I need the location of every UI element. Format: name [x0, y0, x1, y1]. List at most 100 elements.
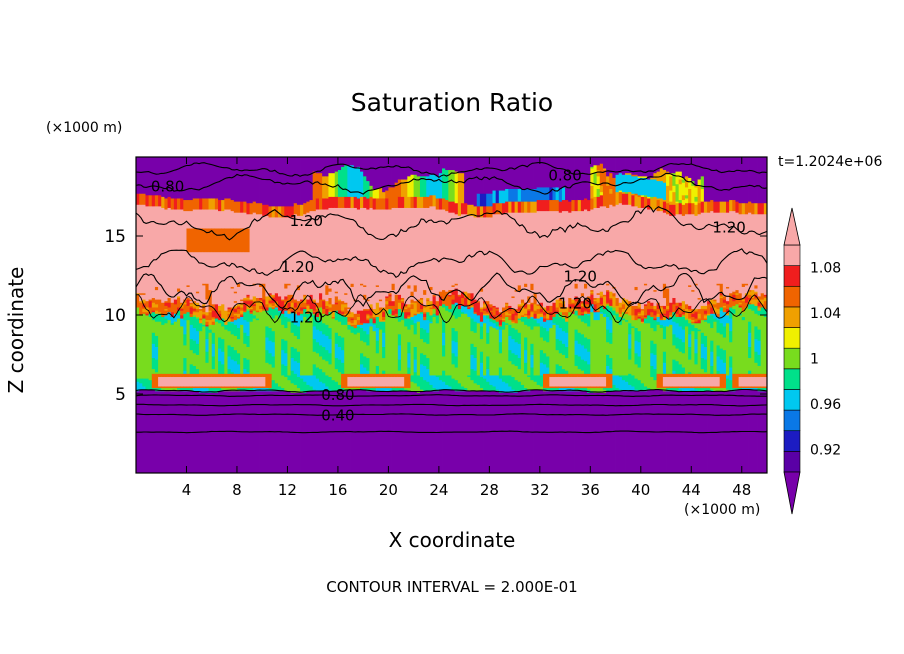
field-cell	[748, 357, 752, 371]
field-cell	[565, 373, 569, 378]
field-cell	[454, 202, 459, 215]
field-cell	[741, 157, 746, 204]
field-cell	[593, 297, 598, 300]
field-cell	[167, 307, 172, 313]
field-cell	[612, 307, 616, 311]
field-cell	[442, 209, 446, 291]
field-cell	[233, 300, 238, 303]
field-cell	[353, 386, 358, 389]
colorbar-swatch	[783, 409, 801, 432]
field-cell	[543, 321, 547, 329]
field-cell	[527, 212, 531, 297]
field-cell	[640, 322, 645, 384]
field-cell	[363, 157, 367, 177]
field-cell	[741, 283, 746, 287]
field-cell	[647, 315, 651, 324]
field-cell	[703, 318, 708, 321]
field-cell	[158, 373, 162, 378]
field-cell	[669, 311, 673, 316]
field-cell	[145, 378, 150, 390]
field-cell	[694, 321, 698, 324]
field-cell	[587, 303, 591, 310]
field-cell	[322, 371, 326, 384]
field-cell	[561, 308, 566, 313]
field-cell	[416, 386, 421, 393]
field-cell	[647, 198, 651, 210]
x-tick-label: 24	[429, 481, 448, 499]
colorbar-swatch	[783, 285, 801, 308]
field-cell	[498, 352, 503, 368]
field-cell	[243, 332, 247, 344]
field-cell	[281, 375, 285, 389]
field-cell	[202, 198, 206, 210]
field-cell	[631, 157, 635, 175]
field-cell	[268, 217, 273, 294]
field-cell	[164, 308, 168, 311]
field-cell	[382, 310, 386, 313]
field-cell	[612, 177, 616, 207]
x-tick-label: 48	[732, 481, 751, 499]
field-cell	[394, 386, 399, 389]
field-cell	[211, 387, 216, 393]
field-cell	[353, 389, 358, 473]
field-cell	[625, 375, 629, 382]
field-cell	[183, 199, 187, 212]
field-cell	[341, 207, 345, 302]
field-cell	[577, 356, 582, 370]
field-cell	[643, 386, 648, 392]
field-cell	[612, 292, 616, 297]
field-cell	[738, 292, 743, 303]
field-cell	[265, 373, 269, 389]
field-cell	[498, 341, 503, 354]
field-cell	[546, 310, 550, 314]
field-cell	[259, 311, 263, 374]
field-cell	[555, 157, 560, 188]
field-cell	[479, 217, 484, 289]
field-cell	[375, 302, 380, 317]
field-cell	[284, 352, 288, 366]
field-cell	[360, 207, 364, 284]
field-cell	[735, 201, 740, 213]
field-cell	[501, 318, 506, 321]
field-cell	[691, 387, 695, 392]
field-cell	[341, 315, 345, 325]
field-cell	[442, 307, 446, 321]
field-cell	[224, 198, 228, 210]
field-cell	[520, 299, 525, 303]
field-cell	[391, 390, 396, 473]
field-cell	[561, 343, 566, 355]
field-cell	[754, 202, 758, 215]
field-cell	[467, 308, 471, 317]
field-cell	[369, 376, 374, 387]
field-cell	[552, 373, 557, 378]
field-cell	[378, 307, 383, 311]
field-cell	[397, 333, 402, 346]
field-cell	[637, 311, 642, 314]
field-cell	[555, 387, 560, 392]
field-cell	[732, 199, 736, 212]
field-cell	[221, 303, 225, 319]
field-cell	[666, 310, 670, 319]
field-cell	[413, 207, 418, 286]
field-cell	[672, 185, 676, 193]
field-cell	[697, 390, 702, 473]
field-cell	[656, 316, 661, 322]
field-cell	[435, 315, 440, 324]
field-cell	[735, 373, 740, 389]
field-cell	[596, 207, 601, 294]
field-cell	[590, 209, 594, 291]
field-cell	[161, 316, 165, 325]
contour-line-lower	[136, 413, 767, 416]
field-cell	[524, 313, 528, 316]
field-cell	[460, 291, 465, 299]
field-cell	[164, 387, 168, 392]
field-cell	[419, 313, 424, 329]
field-cell	[208, 289, 213, 311]
field-cell	[694, 157, 698, 186]
field-cell	[744, 302, 749, 308]
field-cell	[224, 386, 228, 389]
field-cell	[366, 198, 370, 210]
field-cell	[205, 157, 209, 199]
field-cell	[419, 376, 424, 390]
field-cell	[555, 349, 560, 365]
